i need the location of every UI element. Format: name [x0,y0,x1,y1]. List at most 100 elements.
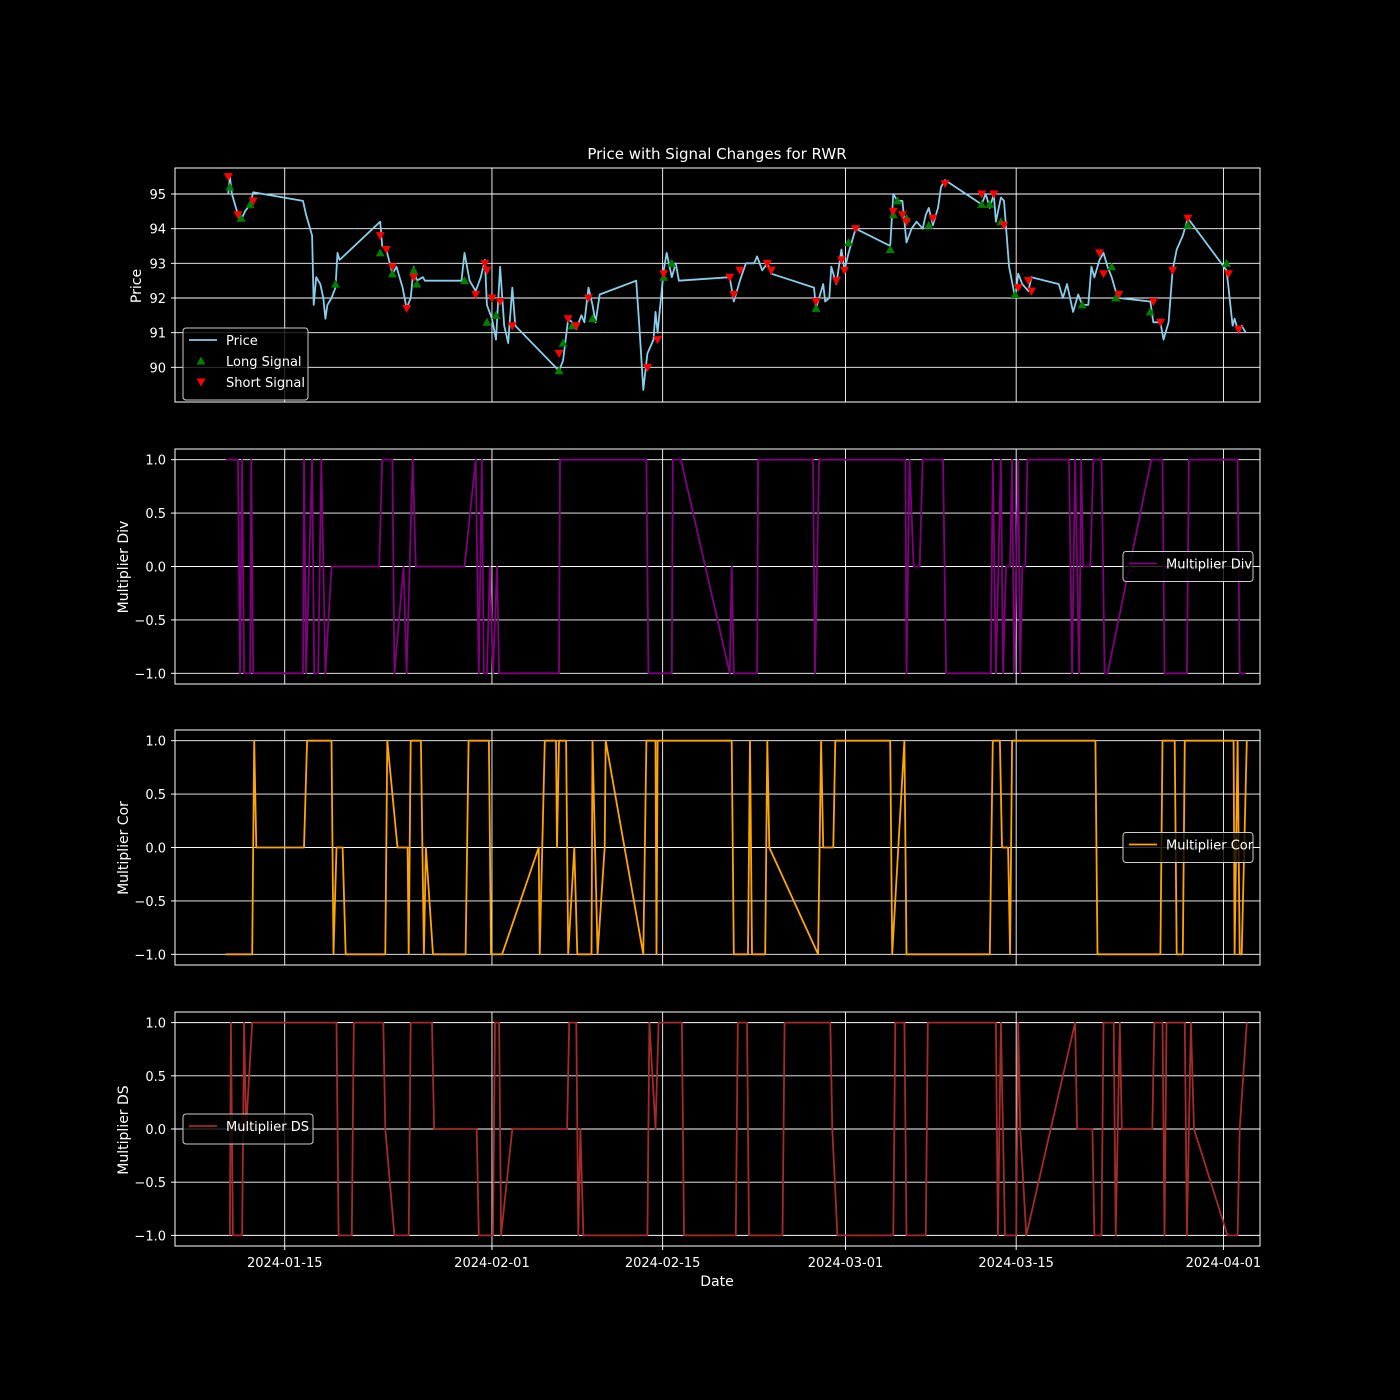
x-axis-ticks: 2024-01-15 2024-02-01 2024-02-15 2024-03-01… [247,1246,1261,1271]
short-signal-marker [811,297,821,306]
x-tick-label: 2024-01-15 [247,1256,323,1271]
short-signal-marker [977,190,987,199]
short-signal-marker [989,190,999,199]
long-signal-marker [1111,293,1121,302]
y-tick-label: 93 [149,257,166,272]
short-signal-marker [928,214,938,223]
short-signal-marker [233,211,243,220]
legend-box [182,1113,314,1145]
short-signal-marker [482,266,492,275]
price-panel: Price with Signal Changes for RWR Price … [129,145,1261,403]
short-signal-marker [409,273,419,282]
short-signal-marker [1099,270,1109,279]
series-line [225,458,1246,675]
short-signal-marker [999,221,1009,230]
multiplier-div-panel: Multiplier Div −1.0 −0.5 0.0 0.5 1.0 Multipli… [116,448,1261,685]
long-signal-marker [558,338,568,347]
short-signal-marker [851,225,861,234]
long-signal-marker [1077,300,1087,309]
long-signal-marker [1221,258,1231,267]
y-tick-label: −0.5 [134,1176,166,1191]
multiplier-ds-panel: Multiplier DS −1.0 −0.5 0.0 0.5 1.0 Multiplie… [116,1011,1261,1247]
long-signal-marker [1010,290,1020,299]
y-tick-label: 91 [149,327,166,342]
short-signal-marker [381,245,391,254]
short-signal-marker [725,273,735,282]
short-signal-marker [836,256,846,265]
short-signal-marker [888,207,898,216]
long-signal-marker [554,366,564,375]
y-tick-label: 90 [149,361,166,376]
long-signal-marker [985,199,995,208]
y-axis-label: Price [129,269,145,303]
long-signal-marker [491,310,501,319]
long-signal-marker [375,248,385,257]
short-signal-marker [1013,284,1023,293]
short-signal-marker [1094,249,1104,258]
short-signal-marker [729,291,739,300]
axes-frame [174,1011,1261,1247]
short-signal-marker [1114,291,1124,300]
short-signal-marker [554,349,564,358]
y-tick-label: −0.5 [134,895,166,910]
y-tick-label: 1.0 [145,735,166,750]
legend-box [182,327,309,401]
legend-box [1122,832,1254,863]
y-tick-label: 0.5 [145,507,166,522]
long-signal-marker [892,196,902,205]
short-signal-marker [1026,287,1036,296]
multiplier-cor-panel: Multiplier Cor −1.0 −0.5 0.0 0.5 1.0 Multipli… [116,729,1261,966]
x-tick-label: 2024-02-15 [625,1256,701,1271]
long-signal-marker [885,244,895,253]
series-line [229,1021,1248,1237]
y-tick-label: 0.0 [145,1123,166,1138]
chart-title: Price with Signal Changes for RWR [587,145,846,163]
short-signal-marker [571,322,581,331]
legend-label: Multiplier DS [226,1120,309,1135]
y-tick-label: −1.0 [134,1229,166,1244]
y-tick-label: 1.0 [145,1017,166,1032]
y-tick-label: 94 [149,223,166,238]
axes-frame [174,729,1261,966]
x-tick-label: 2024-03-15 [978,1256,1054,1271]
long-signal-marker [331,279,341,288]
y-tick-label: 0.0 [145,561,166,576]
x-axis-label: Date [700,1274,733,1290]
axes-frame [174,448,1261,685]
y-tick-label: 1.0 [145,454,166,469]
long-signal-marker [245,199,255,208]
short-signal-marker [248,197,258,206]
short-signal-marker [1224,270,1234,279]
short-signal-marker [402,304,412,313]
legend-label: Multiplier Cor [1166,839,1254,854]
y-tick-label: 0.5 [145,788,166,803]
legend-box [1122,551,1254,582]
short-signal-marker [735,266,745,275]
y-axis-label: Multiplier Cor [116,801,132,895]
short-signal-marker [223,173,233,182]
legend-label: Long Signal [226,355,302,370]
short-signal-marker [1234,325,1244,334]
long-signal-marker [1145,307,1155,316]
short-signal-marker [1023,277,1033,286]
long-signal-marker [1107,262,1117,271]
legend-marker [196,378,206,387]
short-signal-marker [839,266,849,275]
legend: Multiplier Div [1122,551,1254,582]
short-signal-marker [495,297,505,306]
short-signal-marker [487,294,497,303]
legend-label: Short Signal [226,376,305,391]
long-signal-marker [409,265,419,274]
legend-label: Price [226,334,258,349]
long-signal-marker [387,269,397,278]
short-signal-marker [901,218,911,227]
short-signal-marker [583,294,593,303]
short-signal-marker [940,180,950,189]
legend-label: Multiplier Div [1166,558,1252,573]
y-tick-label: 92 [149,292,166,307]
long-signal-marker [1183,220,1193,229]
short-signal-marker [507,322,517,331]
long-signal-marker [844,238,854,247]
short-signal-marker [1148,297,1158,306]
